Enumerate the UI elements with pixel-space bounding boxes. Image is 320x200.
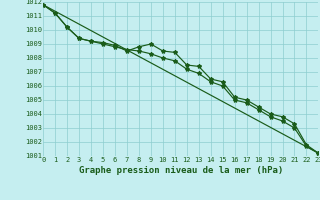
X-axis label: Graphe pression niveau de la mer (hPa): Graphe pression niveau de la mer (hPa) <box>79 166 283 175</box>
